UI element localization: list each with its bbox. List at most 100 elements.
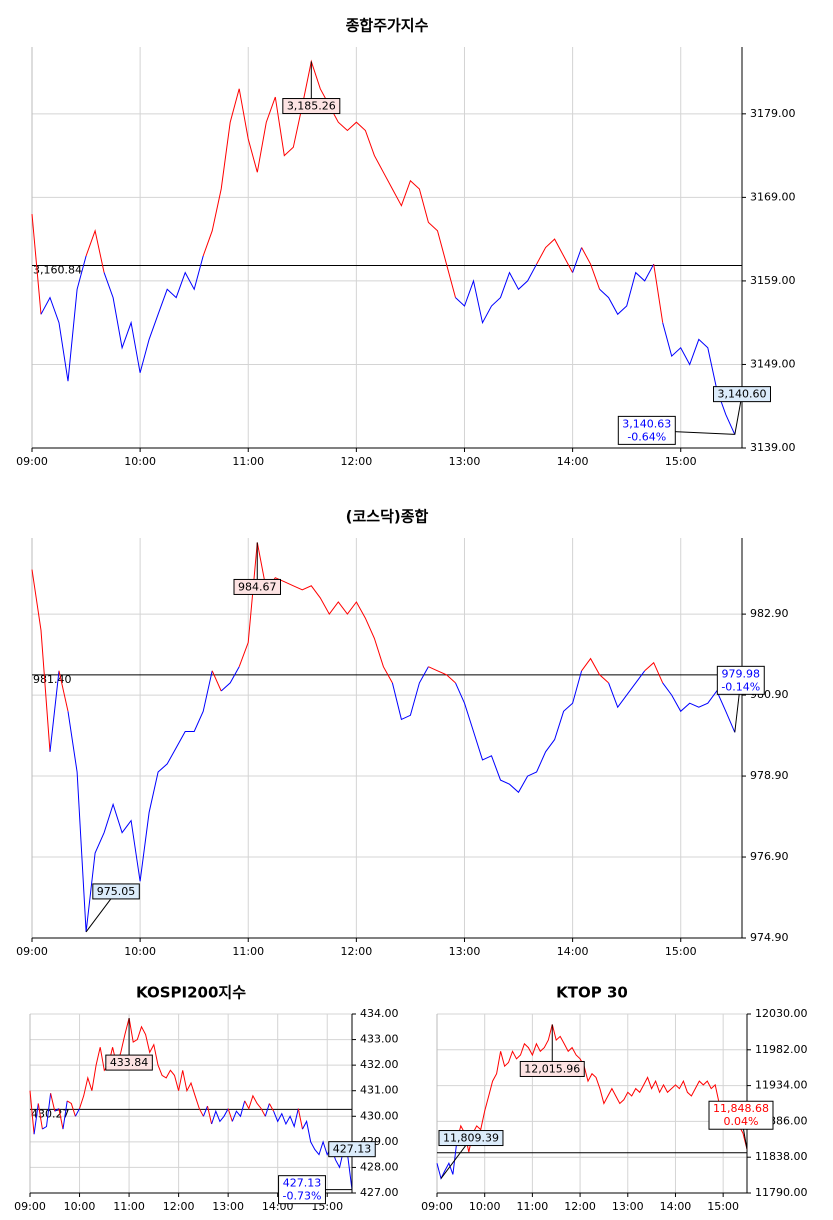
value-label: 11,809.39 bbox=[443, 1132, 499, 1145]
price-line bbox=[58, 1108, 64, 1130]
price-line bbox=[66, 1100, 76, 1117]
x-tick-label: 12:00 bbox=[564, 1200, 596, 1213]
value-label: 975.05 bbox=[97, 885, 136, 898]
price-line bbox=[273, 1108, 299, 1129]
price-line bbox=[653, 264, 664, 323]
price-line bbox=[67, 670, 213, 932]
price-line bbox=[74, 1108, 80, 1117]
chart-title: (코스닥)종합 bbox=[346, 508, 429, 526]
price-line bbox=[42, 1093, 52, 1130]
price-line bbox=[231, 1100, 246, 1122]
price-line bbox=[608, 670, 646, 709]
x-tick-label: 15:00 bbox=[665, 455, 697, 468]
label-box bbox=[282, 98, 341, 115]
close-value: 979.98 bbox=[722, 667, 761, 680]
close-value: 427.13 bbox=[283, 1177, 322, 1190]
value-label: 984.67 bbox=[238, 580, 277, 593]
y-tick-label: 427.00 bbox=[360, 1186, 399, 1199]
price-line bbox=[662, 682, 736, 733]
price-line bbox=[31, 214, 42, 315]
label-box bbox=[519, 1060, 585, 1077]
price-line bbox=[85, 228, 105, 273]
y-tick-label: 433.00 bbox=[360, 1033, 399, 1046]
label-box bbox=[708, 1100, 774, 1130]
label-box bbox=[278, 1175, 326, 1205]
label-box bbox=[713, 386, 771, 403]
price-line bbox=[536, 238, 574, 273]
price-line bbox=[33, 1103, 39, 1135]
label-box bbox=[716, 665, 765, 695]
price-line bbox=[54, 1108, 60, 1112]
price-line bbox=[572, 247, 583, 273]
value-label: 433.84 bbox=[110, 1056, 149, 1069]
reference-label: 981.40 bbox=[33, 673, 72, 686]
x-tick-label: 11:00 bbox=[517, 1200, 549, 1213]
label-box bbox=[328, 1141, 376, 1158]
price-line bbox=[50, 1093, 56, 1112]
x-tick-label: 13:00 bbox=[449, 455, 481, 468]
price-line bbox=[202, 59, 456, 298]
chart-title: KOSPI200지수 bbox=[136, 984, 246, 1002]
price-line bbox=[644, 661, 664, 684]
label-box bbox=[92, 883, 140, 900]
label-box bbox=[438, 1130, 504, 1147]
price-line bbox=[428, 666, 456, 684]
x-tick-label: 13:00 bbox=[212, 1200, 244, 1213]
price-line bbox=[238, 542, 393, 684]
x-tick-label: 11:00 bbox=[232, 945, 264, 958]
x-tick-label: 12:00 bbox=[341, 455, 373, 468]
reference-label: 3,160.84 bbox=[33, 264, 82, 277]
x-tick-label: 13:00 bbox=[612, 1200, 644, 1213]
price-line bbox=[103, 255, 204, 373]
y-tick-label: 976.90 bbox=[750, 850, 789, 863]
x-tick-label: 09:00 bbox=[16, 455, 48, 468]
price-line bbox=[37, 1103, 43, 1130]
value-label: 12,015.96 bbox=[524, 1062, 580, 1075]
price-line bbox=[297, 1108, 303, 1130]
y-tick-label: 428.00 bbox=[360, 1160, 399, 1173]
price-line bbox=[211, 670, 222, 692]
price-line bbox=[220, 666, 240, 692]
price-line bbox=[31, 569, 51, 752]
x-tick-label: 14:00 bbox=[660, 1200, 692, 1213]
x-tick-label: 11:00 bbox=[232, 455, 264, 468]
price-line bbox=[455, 670, 583, 794]
y-tick-label: 982.90 bbox=[750, 607, 789, 620]
price-line bbox=[79, 1017, 204, 1117]
x-tick-label: 13:00 bbox=[449, 945, 481, 958]
x-tick-label: 10:00 bbox=[64, 1200, 96, 1213]
chart-title: KTOP 30 bbox=[556, 984, 628, 1002]
y-tick-label: 3169.00 bbox=[750, 190, 796, 203]
price-line bbox=[268, 1103, 275, 1112]
x-tick-label: 11:00 bbox=[113, 1200, 145, 1213]
x-tick-label: 12:00 bbox=[163, 1200, 195, 1213]
y-tick-label: 432.00 bbox=[360, 1058, 399, 1071]
y-tick-label: 11790.00 bbox=[755, 1186, 808, 1199]
x-tick-label: 10:00 bbox=[124, 455, 156, 468]
price-line bbox=[391, 666, 429, 721]
close-value: 3,140.63 bbox=[622, 417, 671, 430]
label-box bbox=[617, 415, 676, 445]
x-tick-label: 14:00 bbox=[557, 455, 589, 468]
x-tick-label: 09:00 bbox=[14, 1200, 46, 1213]
price-line bbox=[455, 263, 538, 325]
price-line bbox=[58, 670, 69, 712]
price-line bbox=[581, 657, 609, 684]
price-line bbox=[227, 1108, 233, 1122]
close-change: 0.04% bbox=[724, 1115, 759, 1128]
close-change: -0.73% bbox=[283, 1190, 322, 1203]
price-line bbox=[202, 1105, 208, 1117]
y-tick-label: 434.00 bbox=[360, 1007, 399, 1020]
price-line bbox=[62, 1100, 68, 1130]
y-tick-label: 12030.00 bbox=[755, 1007, 808, 1020]
y-tick-label: 3139.00 bbox=[750, 441, 796, 454]
price-line bbox=[581, 247, 601, 290]
x-tick-label: 12:00 bbox=[341, 945, 373, 958]
x-tick-label: 15:00 bbox=[707, 1200, 739, 1213]
price-line bbox=[599, 263, 655, 316]
chart-title: 종합주가지수 bbox=[346, 17, 429, 35]
label-box bbox=[233, 578, 282, 595]
y-tick-label: 974.90 bbox=[750, 931, 789, 944]
x-tick-label: 09:00 bbox=[16, 945, 48, 958]
price-line bbox=[264, 1103, 270, 1117]
